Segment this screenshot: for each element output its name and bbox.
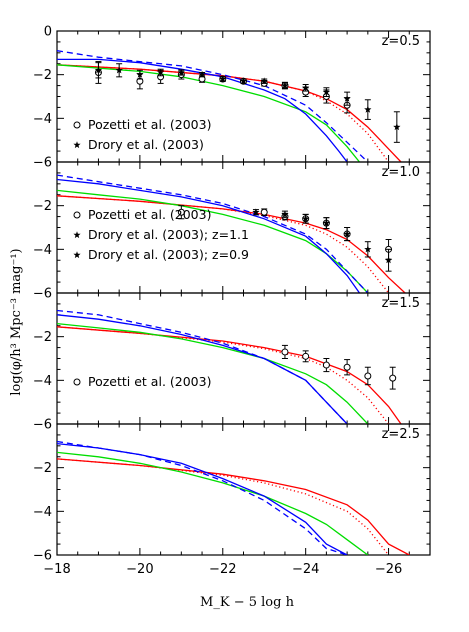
model-curve-blue-solid	[57, 314, 348, 424]
model-curve-blue-dashed	[57, 440, 348, 555]
x-tick-label: −24	[292, 562, 319, 577]
model-curve-blue-dashed	[57, 309, 348, 424]
y-tick-label: −4	[33, 374, 52, 389]
data-points	[94, 61, 401, 143]
data-point-star	[281, 81, 289, 89]
y-tick-label: −4	[33, 112, 52, 127]
y-tick-label: −6	[33, 549, 52, 564]
data-point-star	[281, 210, 289, 218]
model-curve-blue-solid	[57, 178, 361, 293]
data-point-circle	[364, 372, 372, 380]
panel: −2 −4 −6 z=1.5 Pozetti et al. (2003)	[33, 292, 431, 433]
legend-entry: Pozetti et al. (2003)	[88, 117, 211, 132]
panel-redshift-label: z=0.5	[382, 34, 420, 49]
y-axis-title: log(φ/h³ Mpc⁻³ mag⁻¹)	[9, 248, 24, 395]
legend-marker-circle	[73, 211, 81, 219]
data-point-star	[384, 256, 393, 264]
data-point-star	[322, 219, 330, 227]
data-point-circle	[177, 208, 185, 216]
legend-marker-circle	[73, 378, 81, 386]
model-curve-green-solid	[57, 451, 369, 555]
model-curve-blue-dashed	[57, 50, 369, 162]
panel-frame	[56, 292, 431, 425]
y-tick-label: −4	[33, 243, 52, 258]
data-point-circle	[281, 348, 289, 356]
legend-entry: Drory et al. (2003)	[88, 137, 204, 152]
y-tick-label: −4	[33, 505, 52, 520]
data-point-star	[198, 70, 206, 78]
data-point-star	[364, 245, 372, 253]
data-point-star	[393, 123, 401, 131]
legend-marker-star	[73, 251, 81, 259]
model-curve-green-solid	[57, 322, 369, 424]
data-point-star	[364, 105, 372, 113]
data-point-star	[302, 84, 310, 91]
y-tick-label: 0	[44, 25, 52, 40]
data-point-star	[252, 208, 260, 216]
model-curve-green-solid	[57, 189, 369, 293]
panel: −2 −4 −6 z=2.5	[33, 423, 431, 564]
legend-entry: Pozetti et al. (2003)	[88, 374, 211, 389]
model-curve-blue-solid	[57, 442, 348, 555]
data-point-star	[136, 70, 144, 78]
model-curve-blue-solid	[57, 58, 348, 162]
model-curve-blue-dashed	[57, 174, 369, 293]
panel-redshift-label: z=1.5	[382, 296, 420, 311]
data-point-star	[343, 230, 351, 238]
data-point-star	[239, 77, 248, 85]
legend-entry: Pozetti et al. (2003)	[88, 207, 211, 222]
model-curve-red-dotted	[57, 64, 390, 162]
model-curves	[57, 440, 410, 555]
model-curve-red-solid	[57, 458, 410, 555]
y-tick-label: −6	[33, 156, 52, 171]
y-tick-label: −2	[33, 461, 52, 476]
data-point-star	[94, 66, 103, 74]
data-point-circle	[322, 361, 330, 369]
data-point-star	[219, 75, 227, 83]
legend-marker-star	[73, 141, 81, 149]
legend-marker-circle	[73, 121, 81, 129]
data-point-star	[260, 77, 268, 85]
data-point-circle	[343, 363, 351, 371]
y-tick-label: −6	[33, 287, 52, 302]
legend-entry: Drory et al. (2003); z=0.9	[88, 247, 249, 262]
x-axis: −18 −20 −22 −24 −26	[43, 562, 402, 577]
panel-redshift-label: z=2.5	[382, 427, 420, 442]
panel: −2 −4 −6 z=1.0 Pozetti et al. (2003) Drory et…	[33, 161, 431, 302]
y-tick-label: −2	[33, 330, 52, 345]
panel: 0 −2 −4 −6 z=0.5 Pozetti et al. (2003) Drory e…	[33, 25, 431, 171]
y-tick-label: −2	[33, 199, 52, 214]
data-point-circle	[260, 208, 268, 216]
legend-entry: Drory et al. (2003); z=1.1	[88, 227, 249, 242]
x-tick-label: −18	[43, 562, 70, 577]
x-tick-label: −26	[375, 562, 402, 577]
panel-redshift-label: z=1.0	[382, 165, 420, 180]
y-tick-label: −2	[33, 68, 52, 83]
data-point-star	[322, 88, 330, 96]
model-curves	[57, 174, 406, 293]
data-point-star	[343, 94, 351, 102]
x-tick-label: −22	[209, 562, 236, 577]
data-point-star	[302, 215, 310, 222]
data-points	[281, 344, 397, 390]
data-point-circle	[389, 374, 397, 382]
panels-group: 0 −2 −4 −6 z=0.5 Pozetti et al. (2003) Drory e…	[33, 25, 431, 564]
x-axis-title: M_K − 5 log h	[200, 595, 295, 610]
data-point-star	[157, 68, 165, 76]
data-point-star	[115, 66, 123, 74]
model-curve-red-dotted	[57, 458, 390, 555]
x-tick-label: −20	[126, 562, 153, 577]
y-tick-label: −6	[33, 418, 52, 433]
legend-marker-star	[73, 231, 81, 239]
data-points	[177, 205, 393, 272]
data-point-star	[177, 68, 185, 76]
data-point-circle	[302, 352, 310, 360]
